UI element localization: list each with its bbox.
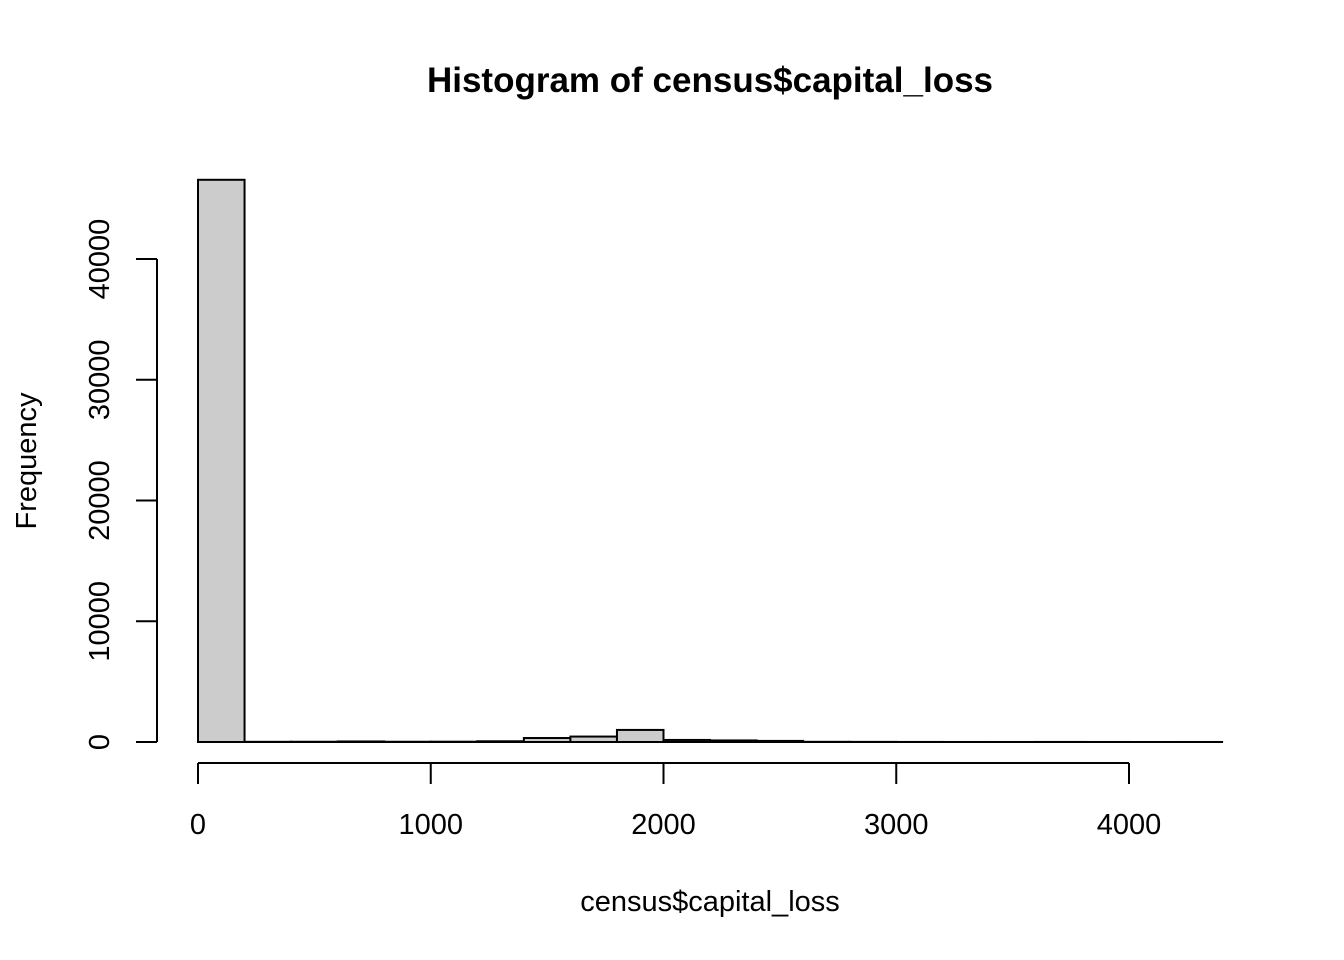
x-tick-label-2: 2000 <box>631 809 696 841</box>
histogram-bar-0 <box>197 178 246 743</box>
chart-title: Histogram of census$capital_loss <box>427 61 993 100</box>
y-axis-label: Frequency <box>11 392 43 530</box>
x-tick-label-1: 1000 <box>398 809 463 841</box>
y-tick-label-0: 0 <box>84 734 116 750</box>
histogram-bars <box>197 178 1224 744</box>
x-tick-label-4: 4000 <box>1097 809 1162 841</box>
x-axis-label: census$capital_loss <box>580 886 840 918</box>
y-axis: 0 10000 20000 30000 40000 <box>84 219 158 750</box>
y-tick-label-3: 30000 <box>84 339 116 420</box>
x-axis: 0 1000 2000 3000 4000 <box>190 762 1162 841</box>
histogram-bar-9 <box>615 728 665 743</box>
x-tick-label-0: 0 <box>190 809 206 841</box>
y-tick-label-2: 20000 <box>84 460 116 541</box>
y-tick-label-1: 10000 <box>84 581 116 662</box>
y-tick-label-4: 40000 <box>84 219 116 300</box>
x-tick-label-3: 3000 <box>864 809 929 841</box>
